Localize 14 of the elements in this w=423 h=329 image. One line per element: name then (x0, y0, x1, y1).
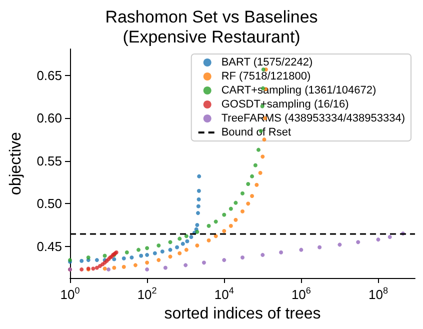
y-tick-label: 0.65 (36, 68, 62, 83)
chart-title: Rashomon Set vs Baselines (Expensive Restaurant) (105, 8, 318, 46)
y-tick-label: 0.45 (36, 238, 62, 254)
legend-label: CART+sampling (1361/104672) (221, 84, 376, 96)
legend-label: Bound of Rset (221, 126, 292, 138)
legend-label: TreeFARMS (438953334/438953334) (221, 112, 406, 124)
y-tick-label: 0.50 (36, 196, 62, 212)
legend-label: BART (1575/2242) (221, 56, 313, 68)
y-axis-title: objective (8, 132, 24, 196)
x-axis-title: sorted indices of trees (164, 305, 321, 322)
legend-label: GOSDT+sampling (16/16) (221, 98, 349, 110)
legend-label: RF (7518/121800) (221, 70, 311, 82)
y-tick-label: 0.55 (36, 153, 62, 168)
y-tick-label: 0.60 (36, 110, 62, 126)
